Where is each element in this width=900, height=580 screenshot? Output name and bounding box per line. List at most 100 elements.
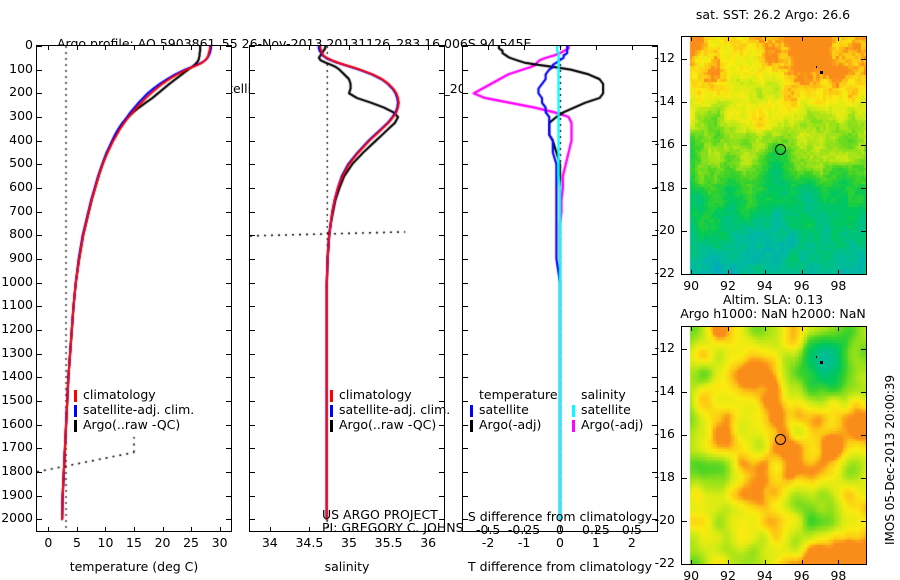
temperature-profile-plot: [37, 46, 231, 531]
y-tick-right: [226, 187, 231, 189]
y-tick-right: [226, 377, 231, 379]
lat-tick-label: -18: [654, 468, 675, 484]
y-tick-right: [439, 306, 444, 308]
x-tick: [488, 527, 490, 532]
y-tick: [250, 306, 255, 308]
x-tick-label: 0: [44, 535, 53, 550]
depth-tick-label: 1100: [1, 297, 33, 313]
x-tick: [162, 527, 164, 532]
legend-swatch-argo-raw: [74, 419, 77, 432]
y-tick: [250, 258, 255, 260]
y-tick-right: [652, 448, 657, 450]
y-tick-right: [652, 353, 657, 355]
x-tick: [219, 527, 221, 532]
y-tick: [463, 424, 468, 426]
profile-location-marker: [775, 144, 786, 155]
y-tick: [37, 116, 42, 118]
legend-item: Argo(-adj): [572, 417, 643, 433]
sla-map-title-line2: Argo h1000: NaN h2000: NaN: [680, 306, 866, 321]
x-tick-top: [219, 45, 221, 50]
y-tick-right: [439, 471, 444, 473]
y-tick-right: [652, 211, 657, 213]
y-tick-right: [439, 448, 444, 450]
y-tick-right: [439, 329, 444, 331]
legend-swatch-temperature-argo-adj: [470, 419, 473, 432]
y-tick-right: [439, 353, 444, 355]
x-tick-top: [595, 45, 597, 50]
y-tick: [37, 187, 42, 189]
y-tick-right: [652, 187, 657, 189]
lon-tick-label: 92: [720, 568, 736, 580]
difference-legend-salinity: salinity satellite Argo(-adj): [572, 387, 643, 433]
y-tick-right: [652, 258, 657, 260]
x-tick-top: [838, 36, 840, 41]
lat-tick-label: -16: [654, 135, 675, 151]
x-tick-label: 30: [211, 535, 228, 550]
t-diff-tick-label: 1: [591, 535, 600, 550]
x-tick: [48, 527, 50, 532]
y-tick: [250, 329, 255, 331]
y-tick-right: [861, 348, 866, 350]
y-tick-right: [226, 258, 231, 260]
y-tick: [682, 564, 687, 565]
depth-tick-label: 1300: [1, 344, 33, 360]
s-diff-tick-label: 0: [556, 522, 564, 537]
x-tick-top: [631, 45, 633, 50]
lat-tick-label: -14: [654, 92, 675, 108]
y-tick: [682, 230, 687, 232]
y-tick: [250, 448, 255, 450]
depth-tick-label: 700: [9, 202, 33, 218]
y-tick: [463, 93, 468, 95]
legend-label: Argo(-adj): [479, 417, 542, 433]
y-tick: [250, 116, 255, 118]
y-tick: [37, 519, 42, 521]
y-tick-right: [861, 477, 866, 479]
y-tick-right: [226, 116, 231, 118]
y-tick: [37, 400, 42, 402]
x-tick: [76, 527, 78, 532]
legend-swatch-temperature-satellite: [470, 404, 473, 417]
t-diff-tick-label: -1: [517, 535, 531, 550]
y-tick-right: [226, 211, 231, 213]
legend-label: Argo(..raw -QC): [339, 417, 437, 433]
y-tick-right: [439, 282, 444, 284]
sst-map: [681, 36, 867, 275]
lon-tick-label: 92: [720, 278, 736, 293]
y-tick: [37, 93, 42, 95]
depth-tick-label: 1000: [1, 273, 33, 289]
y-tick-right: [652, 495, 657, 497]
y-tick: [37, 353, 42, 355]
x-tick-top: [309, 45, 311, 50]
y-tick-right: [439, 377, 444, 379]
salinity-profile-plot: [250, 46, 444, 531]
y-tick: [250, 471, 255, 473]
legend-item: satellite: [470, 402, 558, 418]
y-tick-right: [226, 519, 231, 521]
x-tick: [728, 560, 729, 565]
lat-tick-label: -12: [654, 49, 675, 65]
y-tick-right: [226, 282, 231, 284]
x-tick: [269, 527, 271, 532]
x-tick-top: [560, 45, 561, 50]
x-tick-top: [728, 36, 729, 41]
x-tick-label: 35: [341, 535, 357, 550]
legend-item: climatology: [330, 387, 450, 403]
lat-tick-label: -14: [654, 382, 675, 398]
y-tick-right: [861, 144, 866, 146]
y-tick: [250, 187, 255, 189]
y-tick-right: [439, 116, 444, 118]
lon-tick-label: 90: [683, 278, 700, 293]
y-tick: [682, 434, 687, 436]
y-tick: [463, 329, 468, 331]
x-tick-top: [134, 45, 135, 50]
x-tick-label: 20: [154, 535, 171, 550]
legend-label: Argo(..raw -QC): [83, 417, 181, 433]
x-tick-top: [764, 36, 766, 41]
depth-tick-label: 1500: [1, 391, 33, 407]
difference-t-axis-title: T difference from climatology: [467, 559, 653, 574]
x-tick: [838, 560, 840, 565]
y-tick-right: [652, 329, 657, 331]
legend-label: climatology: [83, 387, 156, 403]
y-tick-right: [861, 391, 866, 393]
